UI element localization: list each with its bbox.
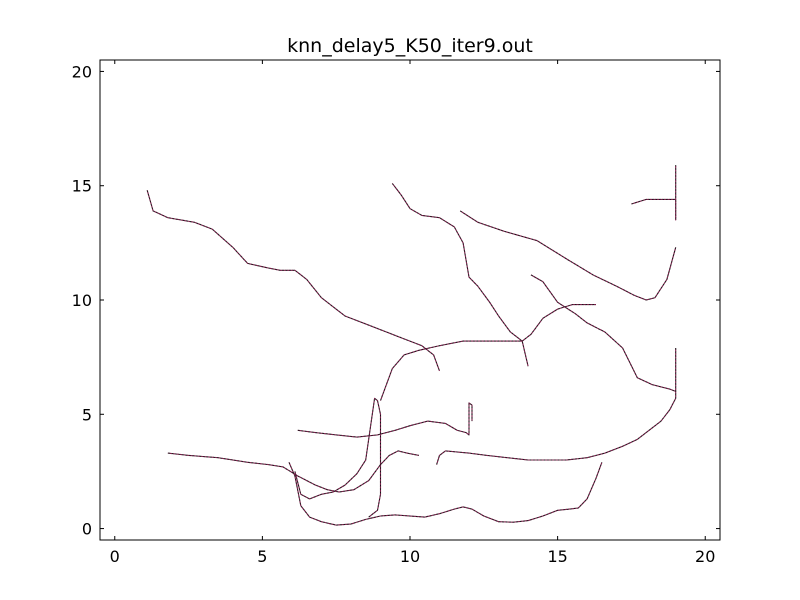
y-tick-label: 20 — [72, 62, 92, 81]
trajectory-line-8-tint — [167, 450, 420, 493]
trajectory-line-4-tint — [631, 165, 677, 221]
x-tick-label: 10 — [400, 547, 420, 566]
x-tick-label: 5 — [257, 547, 267, 566]
axis-ticks: 0 5 10 15 20 0 5 10 15 20 — [72, 60, 720, 566]
trajectory-line-5-tint — [530, 274, 676, 392]
trajectory-line-11-tint — [436, 348, 677, 465]
trajectory-line-10-tint — [288, 462, 603, 526]
chart-title: knn_delay5_K50_iter9.out — [287, 35, 533, 57]
trajectory-line-1-tint — [146, 190, 441, 372]
trajectory-line-3-tint — [459, 210, 677, 301]
trajectory-line-3 — [459, 210, 677, 301]
x-tick-label: 15 — [547, 547, 567, 566]
y-tick-label: 5 — [82, 405, 92, 424]
trajectory-line-6-tint — [379, 304, 596, 401]
y-tick-label: 15 — [72, 177, 92, 196]
trajectory-line-2 — [391, 183, 529, 367]
x-tick-label: 20 — [695, 547, 715, 566]
x-tick-label: 0 — [110, 547, 120, 566]
trajectory-line-2-tint — [391, 183, 529, 367]
trajectory-line-9-tint — [294, 397, 382, 518]
y-tick-label: 10 — [72, 291, 92, 310]
trajectory-line-7-tint — [297, 402, 473, 438]
plot-area — [146, 165, 677, 526]
y-tick-label: 0 — [82, 520, 92, 539]
trajectory-line-5 — [530, 274, 676, 392]
